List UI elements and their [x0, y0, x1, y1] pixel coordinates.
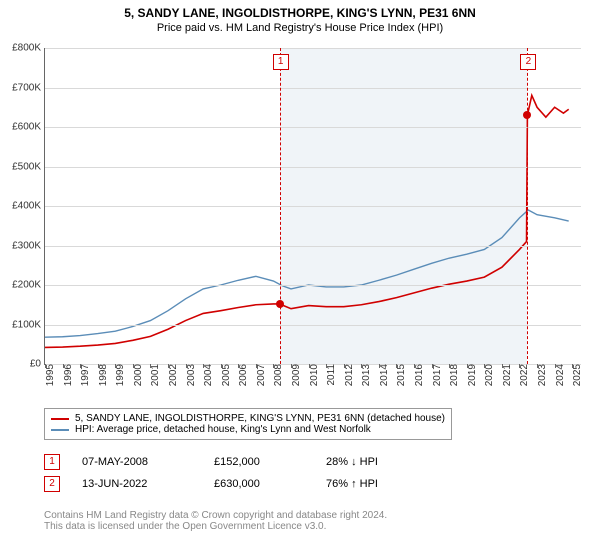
x-axis-label: 2013 [361, 364, 372, 386]
x-axis-label: 2017 [432, 364, 443, 386]
y-axis-label: £800K [12, 43, 45, 54]
sale-date: 07-MAY-2008 [82, 456, 192, 468]
legend-swatch [51, 418, 69, 420]
gridline [45, 206, 581, 207]
x-axis-label: 2006 [238, 364, 249, 386]
x-axis-label: 2014 [379, 364, 390, 386]
y-axis-label: £200K [12, 280, 45, 291]
legend-item: HPI: Average price, detached house, King… [51, 424, 445, 435]
sale-delta: 76% ↑ HPI [326, 478, 378, 490]
chart-title: 5, SANDY LANE, INGOLDISTHORPE, KING'S LY… [0, 6, 600, 20]
legend-label: HPI: Average price, detached house, King… [75, 424, 371, 435]
data-point [276, 300, 284, 308]
y-axis-label: £100K [12, 319, 45, 330]
sale-date: 13-JUN-2022 [82, 478, 192, 490]
sale-price: £630,000 [214, 478, 304, 490]
gridline [45, 325, 581, 326]
x-axis-label: 1998 [98, 364, 109, 386]
x-axis-label: 2002 [168, 364, 179, 386]
sale-row: 1 07-MAY-2008 £152,000 28% ↓ HPI [44, 454, 378, 470]
gridline [45, 285, 581, 286]
x-axis-label: 2023 [537, 364, 548, 386]
marker-line [527, 48, 528, 364]
x-axis-label: 2011 [326, 364, 337, 386]
sale-marker-badge: 2 [44, 476, 60, 492]
legend-item: 5, SANDY LANE, INGOLDISTHORPE, KING'S LY… [51, 413, 445, 424]
x-axis-label: 2008 [273, 364, 284, 386]
x-axis-label: 1996 [63, 364, 74, 386]
x-axis-label: 2000 [133, 364, 144, 386]
sale-marker-badge: 1 [44, 454, 60, 470]
x-axis-label: 1999 [115, 364, 126, 386]
x-axis-label: 2004 [203, 364, 214, 386]
sale-price: £152,000 [214, 456, 304, 468]
y-axis-label: £300K [12, 240, 45, 251]
marker-badge: 1 [273, 54, 289, 70]
gridline [45, 88, 581, 89]
gridline [45, 246, 581, 247]
legend-label: 5, SANDY LANE, INGOLDISTHORPE, KING'S LY… [75, 413, 445, 424]
y-axis-label: £700K [12, 82, 45, 93]
x-axis-label: 2016 [414, 364, 425, 386]
legend-swatch [51, 429, 69, 431]
chart-area: £0£100K£200K£300K£400K£500K£600K£700K£80… [44, 48, 581, 365]
x-axis-label: 1997 [80, 364, 91, 386]
sales-table: 1 07-MAY-2008 £152,000 28% ↓ HPI 2 13-JUN-202… [44, 454, 378, 498]
x-axis-label: 2021 [502, 364, 513, 386]
x-axis-label: 2022 [519, 364, 530, 386]
data-point [523, 111, 531, 119]
x-axis-label: 2012 [344, 364, 355, 386]
y-axis-label: £0 [30, 359, 45, 370]
chart-container: 5, SANDY LANE, INGOLDISTHORPE, KING'S LY… [0, 0, 600, 560]
gridline [45, 167, 581, 168]
x-axis-label: 2007 [256, 364, 267, 386]
marker-line [280, 48, 281, 364]
x-axis-label: 2009 [291, 364, 302, 386]
y-axis-label: £600K [12, 122, 45, 133]
footer-attribution: Contains HM Land Registry data © Crown c… [44, 510, 387, 532]
y-axis-label: £400K [12, 201, 45, 212]
x-axis-label: 2025 [572, 364, 583, 386]
x-axis-label: 2005 [221, 364, 232, 386]
marker-badge: 2 [520, 54, 536, 70]
x-axis-label: 2010 [309, 364, 320, 386]
x-axis-label: 2018 [449, 364, 460, 386]
footer-line: This data is licensed under the Open Gov… [44, 521, 387, 532]
sale-row: 2 13-JUN-2022 £630,000 76% ↑ HPI [44, 476, 378, 492]
x-axis-label: 2001 [150, 364, 161, 386]
x-axis-label: 2024 [555, 364, 566, 386]
x-axis-label: 2019 [467, 364, 478, 386]
y-axis-label: £500K [12, 161, 45, 172]
x-axis-label: 1995 [45, 364, 56, 386]
chart-subtitle: Price paid vs. HM Land Registry's House … [0, 22, 600, 34]
x-axis-label: 2020 [484, 364, 495, 386]
sale-delta: 28% ↓ HPI [326, 456, 378, 468]
legend: 5, SANDY LANE, INGOLDISTHORPE, KING'S LY… [44, 408, 452, 440]
title-block: 5, SANDY LANE, INGOLDISTHORPE, KING'S LY… [0, 0, 600, 34]
gridline [45, 48, 581, 49]
footer-line: Contains HM Land Registry data © Crown c… [44, 510, 387, 521]
x-axis-label: 2003 [186, 364, 197, 386]
x-axis-label: 2015 [396, 364, 407, 386]
gridline [45, 127, 581, 128]
